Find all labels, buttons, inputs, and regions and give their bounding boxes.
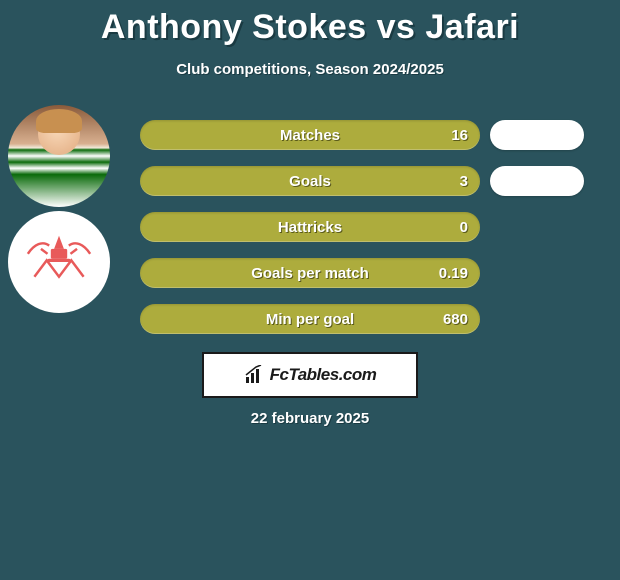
avatars-column [8, 105, 120, 317]
stat-value-p1: 16 [451, 127, 468, 144]
player2-avatar [8, 211, 110, 313]
stat-row: Min per goal680 [140, 304, 480, 334]
crest-icon [18, 221, 100, 303]
stat-row: Goals3 [140, 166, 480, 196]
stat-label: Hattricks [140, 219, 480, 236]
logo-text: FcTables.com [270, 365, 377, 385]
stat-pill: Goals per match0.19 [140, 258, 480, 288]
player1-avatar [8, 105, 110, 207]
stat-row: Hattricks0 [140, 212, 480, 242]
stat-value-p1: 3 [460, 173, 468, 190]
stat-value-p1: 0 [460, 219, 468, 236]
stat-value-p1: 0.19 [439, 265, 468, 282]
stats-panel: Matches16 Goals3 Hattricks0 Goals per match… [140, 120, 480, 350]
page-title: Anthony Stokes vs Jafari [0, 0, 620, 47]
stat-label: Min per goal [140, 311, 480, 328]
stat-label: Goals per match [140, 265, 480, 282]
stat-pill: Min per goal680 [140, 304, 480, 334]
stat-value-p1: 680 [443, 311, 468, 328]
stat-label: Goals [140, 173, 480, 190]
source-logo: FcTables.com [202, 352, 418, 398]
stat-row: Goals per match0.19 [140, 258, 480, 288]
bars-icon [244, 365, 264, 385]
stat-pill: Hattricks0 [140, 212, 480, 242]
stat-label: Matches [140, 127, 480, 144]
stat-bubble-p2 [490, 166, 584, 196]
subtitle: Club competitions, Season 2024/2025 [0, 61, 620, 78]
stat-bubble-p2 [490, 120, 584, 150]
stat-pill: Matches16 [140, 120, 480, 150]
date-text: 22 february 2025 [0, 410, 620, 427]
stat-row: Matches16 [140, 120, 480, 150]
stat-pill: Goals3 [140, 166, 480, 196]
